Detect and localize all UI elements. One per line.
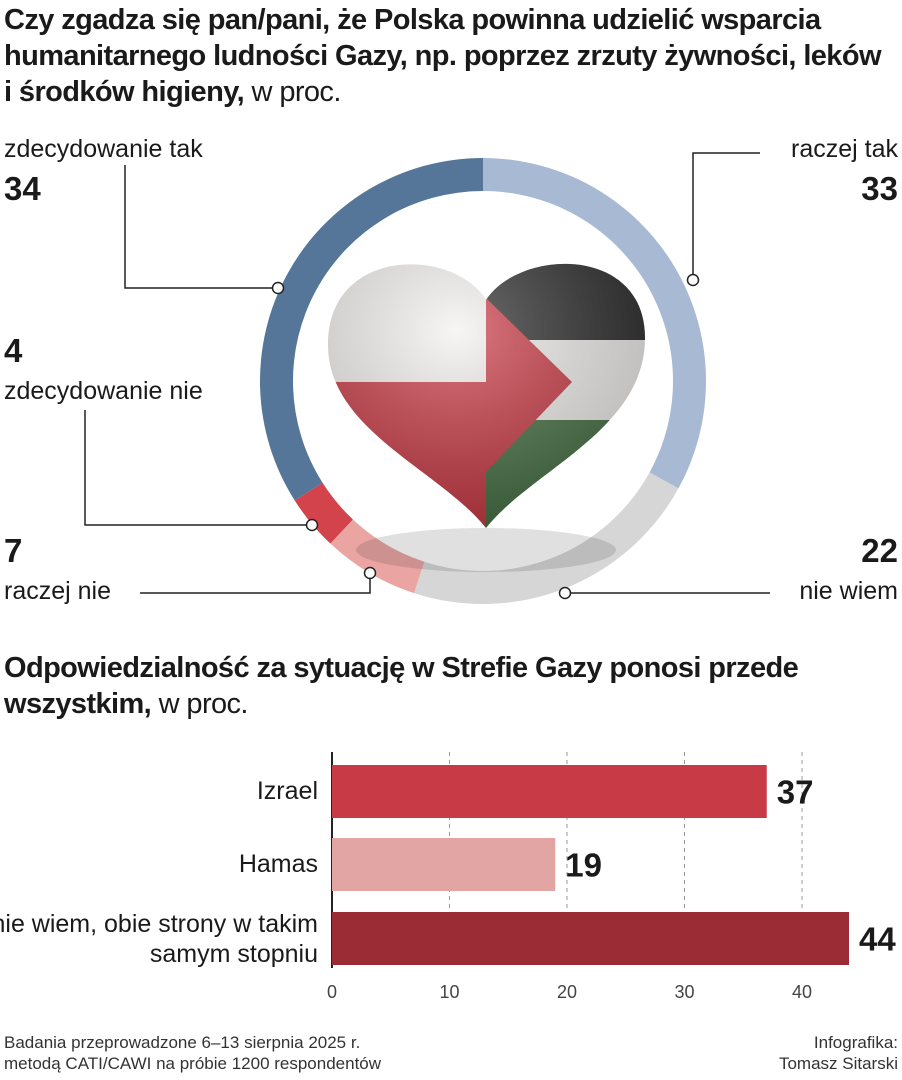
- bar: [332, 765, 767, 818]
- value-label: 34: [4, 170, 41, 207]
- segment-label: raczej nie: [4, 577, 111, 605]
- segment-label: nie wiem: [799, 577, 898, 605]
- segment-label: raczej tak: [791, 135, 898, 163]
- segment-label: zdecydowanie tak: [4, 135, 203, 163]
- donut-segment: [294, 482, 353, 544]
- value-label: 33: [861, 170, 898, 207]
- x-tick-label: 20: [557, 982, 577, 1002]
- source-line: Badania przeprowadzone 6–13 sierpnia 202…: [4, 1033, 361, 1052]
- leader-line: [140, 573, 371, 594]
- credit-line: Infografika:: [813, 1033, 898, 1052]
- source-line: metodą CATI/CAWI na próbie 1200 responde…: [4, 1054, 382, 1073]
- bar-title: Odpowiedzialność za sytuację w Strefie G…: [4, 650, 884, 722]
- donut-segment: [330, 519, 425, 594]
- title-text: Odpowiedzialność za sytuację w Strefie G…: [4, 652, 799, 720]
- value-label: 44: [859, 921, 896, 958]
- category-label: nie wiem, obie strony w takim samym stop…: [0, 909, 318, 968]
- source-note: Badania przeprowadzone 6–13 sierpnia 202…: [4, 1032, 381, 1074]
- bar: [332, 912, 849, 965]
- leader-dot: [686, 273, 700, 287]
- leader-dot: [305, 518, 319, 532]
- unit: w proc.: [251, 76, 342, 108]
- title-text: Czy zgadza się pan/pani, że Polska powin…: [4, 4, 882, 108]
- leader-line: [124, 165, 278, 289]
- category-label: Hamas: [238, 849, 318, 878]
- heart-icon: [328, 263, 645, 528]
- donut-segment: [260, 158, 483, 501]
- donut-segment: [414, 472, 679, 604]
- leader-line: [692, 152, 760, 280]
- category-label: Izrael: [256, 776, 318, 805]
- segment-label: zdecydowanie nie: [4, 377, 203, 405]
- leader-dot: [271, 281, 285, 295]
- x-tick-label: 10: [439, 982, 459, 1002]
- credit: Infografika: Tomasz Sitarski: [779, 1032, 898, 1074]
- leader-line: [84, 410, 312, 526]
- leader-dot: [363, 566, 377, 580]
- value-label: 7: [4, 532, 23, 569]
- x-tick-label: 40: [792, 982, 812, 1002]
- x-tick-label: 30: [674, 982, 694, 1002]
- x-tick-label: 0: [327, 982, 337, 1002]
- donut-segment: [483, 158, 707, 489]
- heart-shadow: [356, 528, 616, 572]
- bar: [332, 838, 556, 891]
- donut-title: Czy zgadza się pan/pani, że Polska powin…: [4, 2, 884, 110]
- unit: w proc.: [158, 688, 249, 720]
- value-label: 37: [777, 774, 814, 811]
- value-label: 19: [565, 847, 602, 884]
- value-label: 4: [4, 332, 23, 369]
- credit-line: Tomasz Sitarski: [778, 1054, 898, 1073]
- leader-dot: [558, 586, 572, 600]
- value-label: 22: [861, 532, 898, 569]
